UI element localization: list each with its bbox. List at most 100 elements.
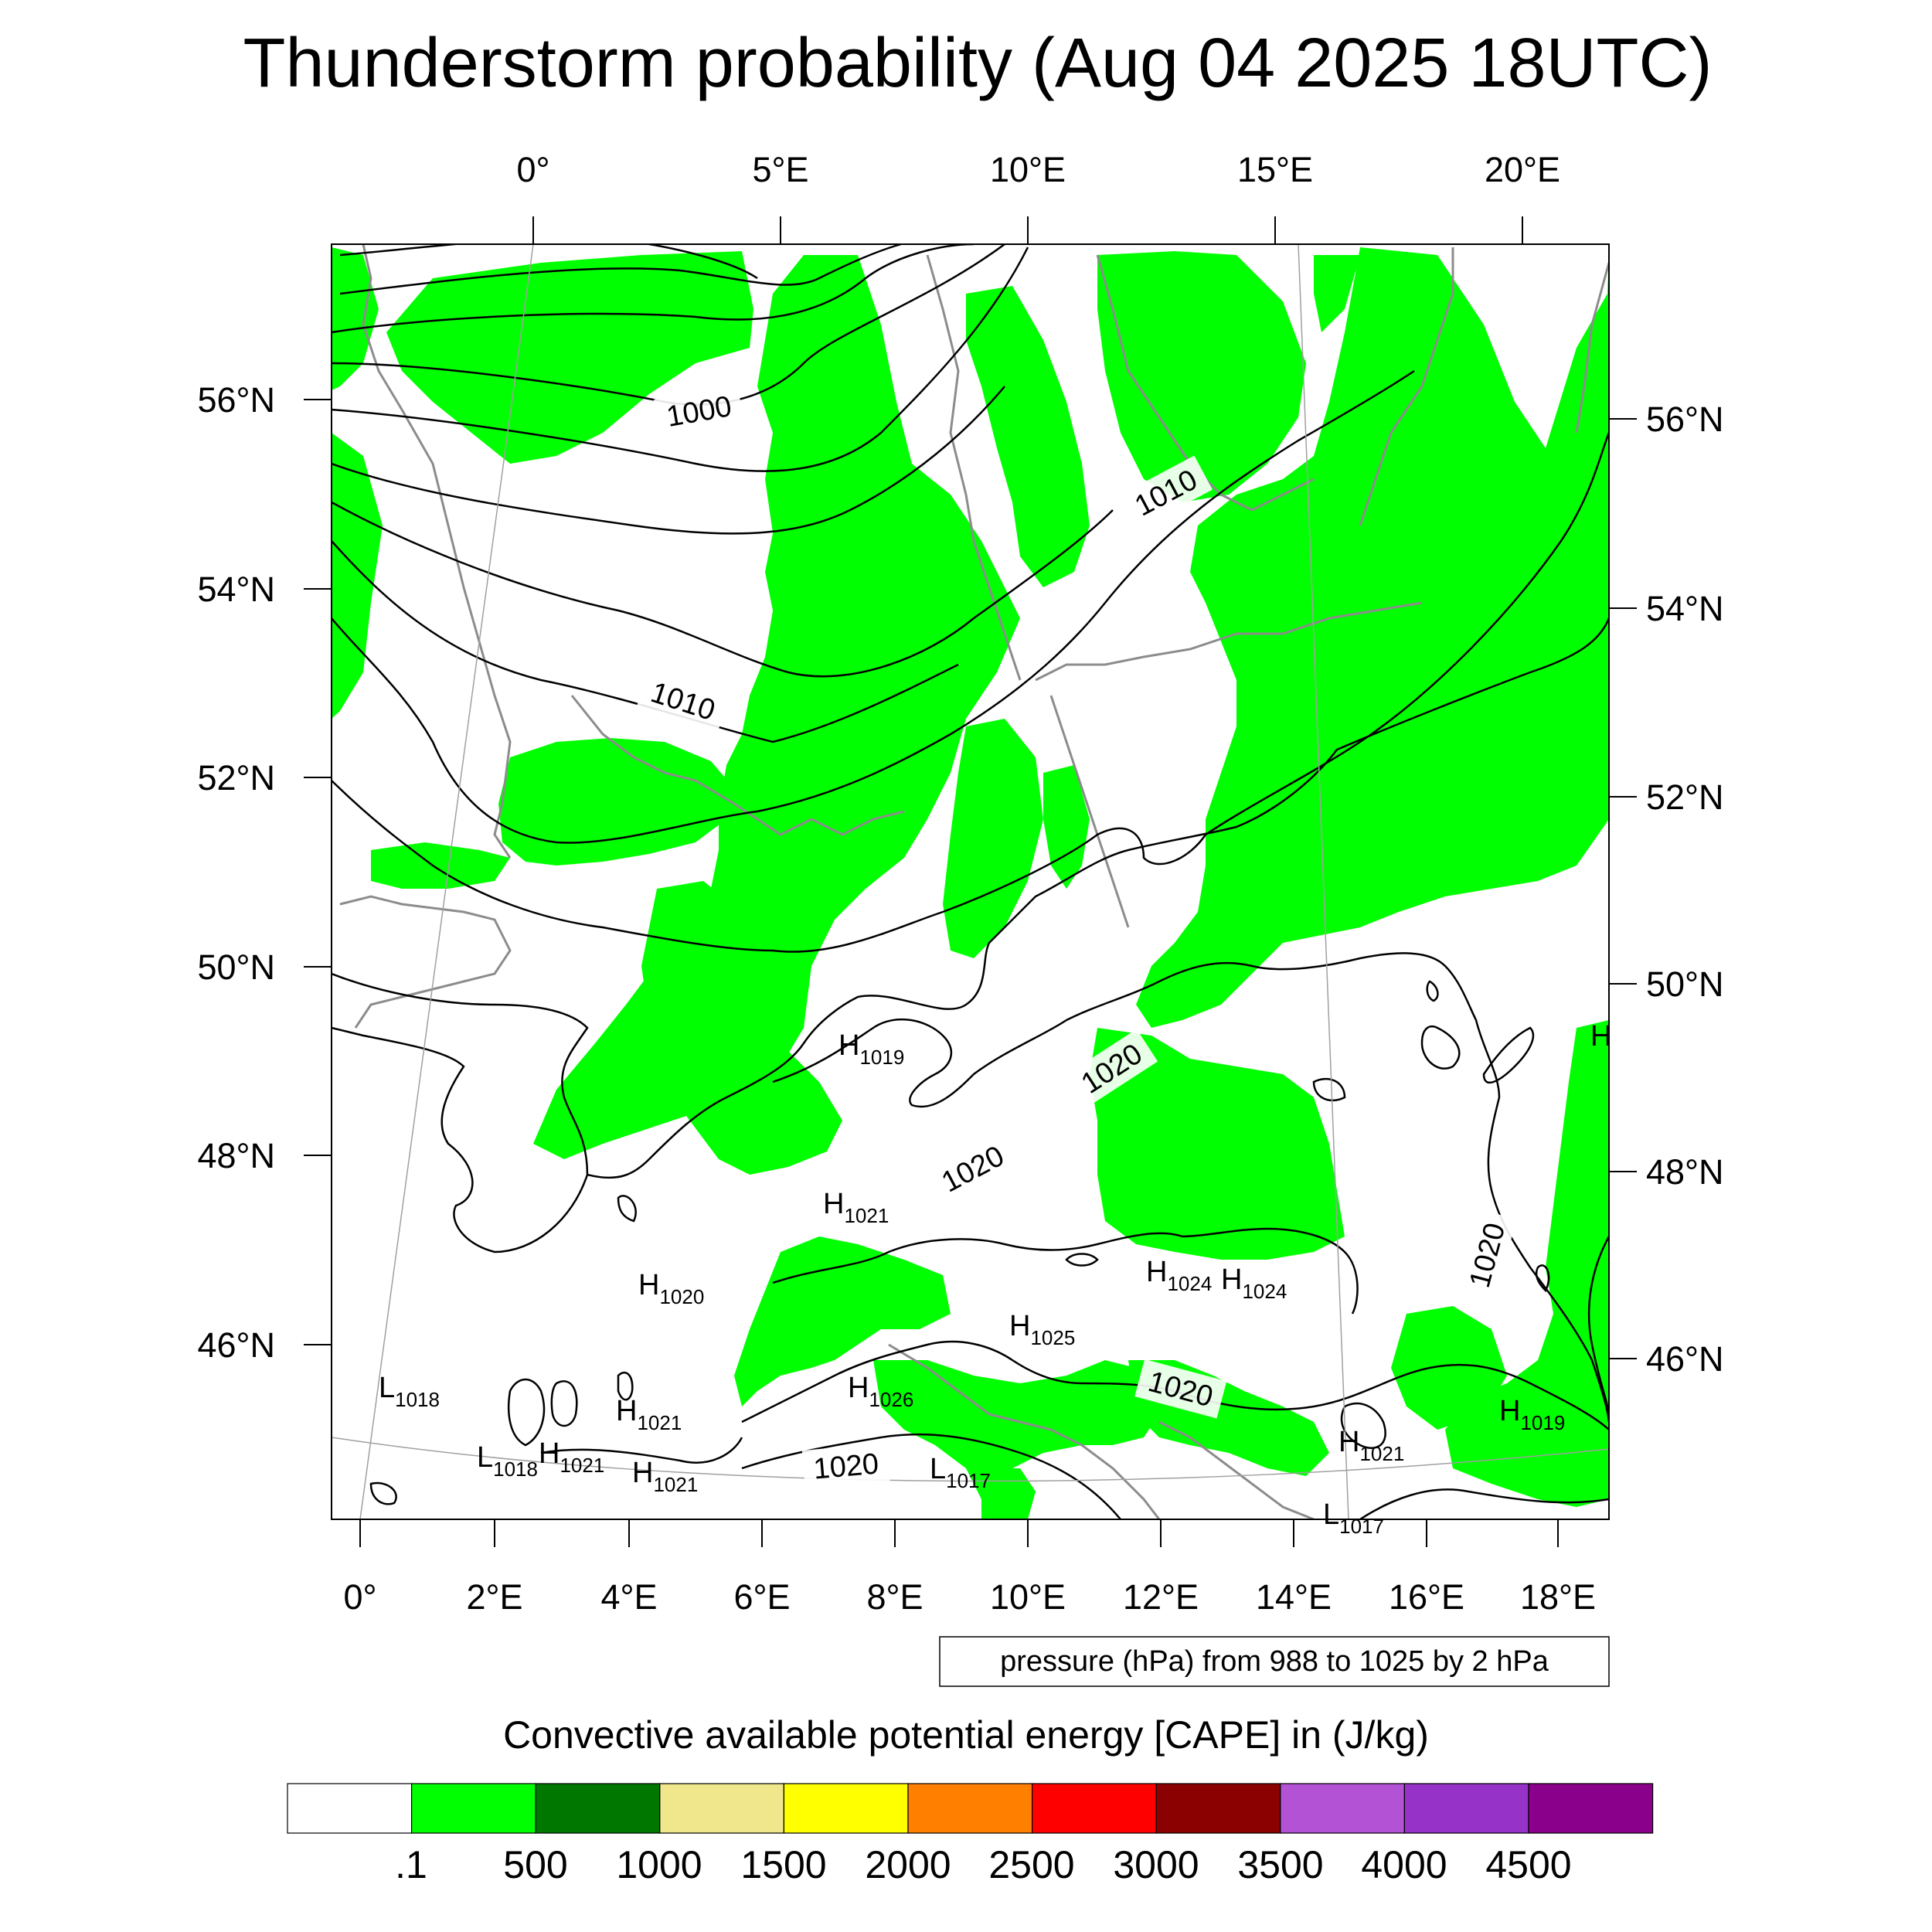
legend-label: 4500 [1485,1843,1571,1886]
cape-area-scandinavia-west [1097,251,1306,502]
isobar-labels: 1000 1010 1010 1020 1020 1020 [636,384,1517,1489]
tick-label: 52°N [1646,777,1724,817]
pressure-center: H [1590,1020,1611,1053]
pressure-center: H1021 [823,1188,889,1227]
cape-area-germany-south [641,881,842,1175]
tick-label: 46°N [1646,1339,1724,1379]
contour-info-text: pressure (hPa) from 988 to 1025 by 2 hPa [1000,1645,1549,1678]
tick-label: 2°E [466,1577,522,1617]
cape-area-belgium [498,738,734,866]
tick-label: 54°N [197,570,275,609]
tick-label: 0° [516,150,549,189]
tick-label: 14°E [1256,1577,1332,1617]
svg-text:1020: 1020 [812,1447,880,1485]
legend-label: 3000 [1113,1843,1199,1886]
cape-area-mid-germany [1043,765,1090,889]
pressure-center: L1018 [379,1372,440,1411]
tick-marks [304,216,1637,1547]
cape-area-alps-south [873,1360,1159,1519]
tick-label: 16°E [1389,1577,1464,1617]
legend-label: 4000 [1361,1843,1447,1886]
coastlines [339,244,1609,1519]
legend-swatch [783,1783,909,1834]
legend-swatch [287,1783,413,1834]
tick-label: 52°N [197,758,275,798]
legend-swatch [535,1783,661,1834]
tick-label: 20°E [1485,150,1560,189]
tick-label: 6°E [733,1577,790,1617]
tick-label: 18°E [1520,1577,1596,1617]
tick-label: 10°E [990,150,1066,189]
pressure-center: H1021 [539,1437,604,1477]
bottom-longitude-labels: 0° 2°E 4°E 6°E 8°E 10°E 12°E 14°E 16°E 1… [343,1577,1596,1617]
legend-swatch [410,1783,536,1834]
cape-area-central-germany [943,719,1043,958]
cape-area-west-edge [332,433,383,719]
legend-swatch [1280,1783,1406,1834]
legend-label: 2500 [988,1843,1074,1886]
legend-title: Convective available potential energy [C… [503,1713,1429,1757]
tick-label: 4°E [600,1577,657,1617]
legend-swatch [907,1783,1033,1834]
tick-label: 56°N [197,380,275,420]
cape-area-west-edge-north [332,247,379,390]
left-latitude-labels: 56°N 54°N 52°N 50°N 48°N 46°N [197,380,275,1365]
pressure-center: L1018 [477,1441,538,1481]
legend-swatch [659,1783,784,1834]
legend-label: 3500 [1237,1843,1323,1886]
legend-swatch [1528,1783,1654,1834]
cape-area-north-east [1314,255,1360,332]
cape-area-denmark [966,286,1090,587]
cape-area-hungary [1391,1306,1507,1430]
isobar-label: 1000 [653,384,744,438]
tick-label: 56°N [1646,400,1724,439]
pressure-center: H1026 [848,1372,913,1411]
pressure-center: H1021 [632,1457,698,1496]
map-frame [331,243,1610,1520]
pressure-center: H1024 [1146,1256,1212,1295]
pressure-center: H1021 [1338,1426,1404,1465]
cape-area-east-edge [1445,1020,1609,1507]
cape-area-poland [1136,247,1609,1028]
tick-label: 8°E [866,1577,923,1617]
tick-label: 5°E [752,150,808,189]
pressure-center: H1021 [616,1395,682,1434]
right-latitude-labels: 56°N 54°N 52°N 50°N 48°N 46°N [1646,400,1724,1379]
pressure-center: H1024 [1221,1264,1287,1303]
pressure-centers: H1019 H1021 H1020 H1024 H1024 H1025 H102… [379,1020,1611,1538]
legend-label: .1 [395,1843,427,1886]
contour-info-box: pressure (hPa) from 988 to 1025 by 2 hPa [939,1636,1610,1687]
cape-shading [332,247,1609,1519]
legend-label: 1000 [616,1843,702,1886]
legend-swatch [1031,1783,1157,1834]
cape-area-north-sea [386,251,753,464]
legend-label: 500 [503,1843,567,1886]
map-panel: 1000 1010 1010 1020 1020 1020 [331,243,1611,1538]
tick-label: 54°N [1646,589,1724,628]
cape-legend: Convective available potential energy [C… [287,1713,1654,1886]
pressure-center: L1017 [930,1453,991,1492]
pressure-center: H1019 [838,1029,904,1069]
tick-label: 50°N [1646,964,1724,1004]
tick-label: 15°E [1237,150,1313,189]
legend-label: 1500 [740,1843,826,1886]
map-title: Thunderstorm probability (Aug 04 2025 18… [243,25,1713,102]
tick-label: 48°N [1646,1152,1724,1192]
pressure-center: H1025 [1009,1310,1075,1349]
tick-label: 48°N [197,1136,275,1175]
isobar-label: 1020 [801,1443,890,1489]
graticule [331,243,1610,1520]
top-longitude-labels: 0° 5°E 10°E 15°E 20°E [516,150,1560,189]
cape-area-channel [371,842,510,889]
tick-label: 12°E [1123,1577,1199,1617]
legend-swatch [1155,1783,1281,1834]
pressure-center: H1020 [638,1269,704,1308]
legend-swatch [1403,1783,1529,1834]
pressure-center: H1019 [1499,1395,1565,1434]
tick-label: 10°E [990,1577,1066,1617]
cape-area-czech [1090,1028,1345,1260]
tick-label: 0° [343,1577,376,1617]
legend-swatches [287,1783,1654,1834]
tick-label: 46°N [197,1325,275,1365]
